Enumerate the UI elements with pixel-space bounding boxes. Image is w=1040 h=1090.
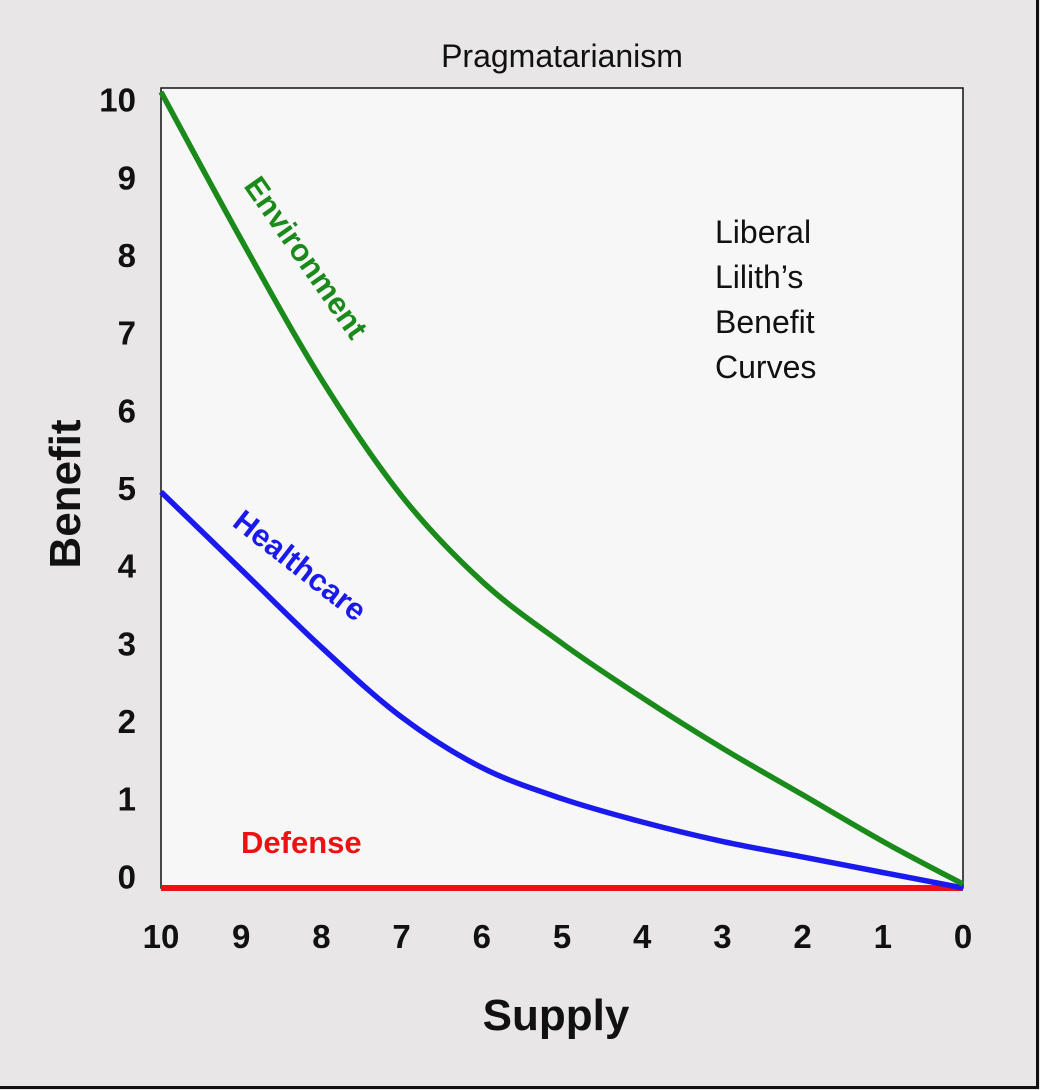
y-tick-label: 2 bbox=[118, 703, 136, 740]
x-tick-label: 2 bbox=[793, 918, 811, 955]
annotation-line-4: Curves bbox=[715, 349, 816, 385]
y-tick-label: 9 bbox=[118, 159, 136, 196]
annotation-text: Liberal Lilith’s Benefit Curves bbox=[715, 214, 824, 385]
y-axis-label: Benefit bbox=[41, 419, 90, 568]
defense-series-label: Defense bbox=[241, 825, 362, 860]
y-tick-label: 6 bbox=[118, 392, 136, 429]
environment-line bbox=[158, 90, 965, 887]
annotation-line-1: Liberal bbox=[715, 214, 811, 250]
plot-area bbox=[160, 87, 964, 889]
annotation-line-2: Lilith’s bbox=[715, 259, 803, 295]
x-tick-label: 1 bbox=[874, 918, 892, 955]
x-tick-label: 3 bbox=[713, 918, 731, 955]
chart-title: Pragmatarianism bbox=[441, 38, 683, 74]
series-lines bbox=[158, 90, 965, 891]
y-tick-label: 8 bbox=[118, 237, 136, 274]
x-axis-label: Supply bbox=[483, 991, 630, 1040]
y-tick-label: 1 bbox=[118, 781, 136, 818]
x-tick-label: 4 bbox=[633, 918, 652, 955]
healthcare-line bbox=[159, 489, 964, 891]
annotation-line-3: Benefit bbox=[715, 304, 815, 340]
x-tick-label: 7 bbox=[392, 918, 410, 955]
y-tick-labels: 0 1 2 3 4 5 6 7 8 9 10 bbox=[99, 82, 136, 896]
x-tick-label: 9 bbox=[232, 918, 250, 955]
y-tick-label: 7 bbox=[118, 315, 136, 352]
x-tick-label: 5 bbox=[553, 918, 571, 955]
y-tick-label: 5 bbox=[118, 470, 136, 507]
y-tick-label: 3 bbox=[118, 625, 136, 662]
y-tick-label: 10 bbox=[99, 82, 136, 119]
x-tick-label: 10 bbox=[143, 918, 180, 955]
x-tick-label: 8 bbox=[312, 918, 330, 955]
y-tick-label: 0 bbox=[118, 858, 136, 895]
x-tick-label: 6 bbox=[473, 918, 491, 955]
x-tick-labels: 10 9 8 7 6 5 4 3 2 1 0 bbox=[143, 918, 973, 955]
y-tick-label: 4 bbox=[118, 548, 137, 585]
x-tick-label: 0 bbox=[954, 918, 972, 955]
